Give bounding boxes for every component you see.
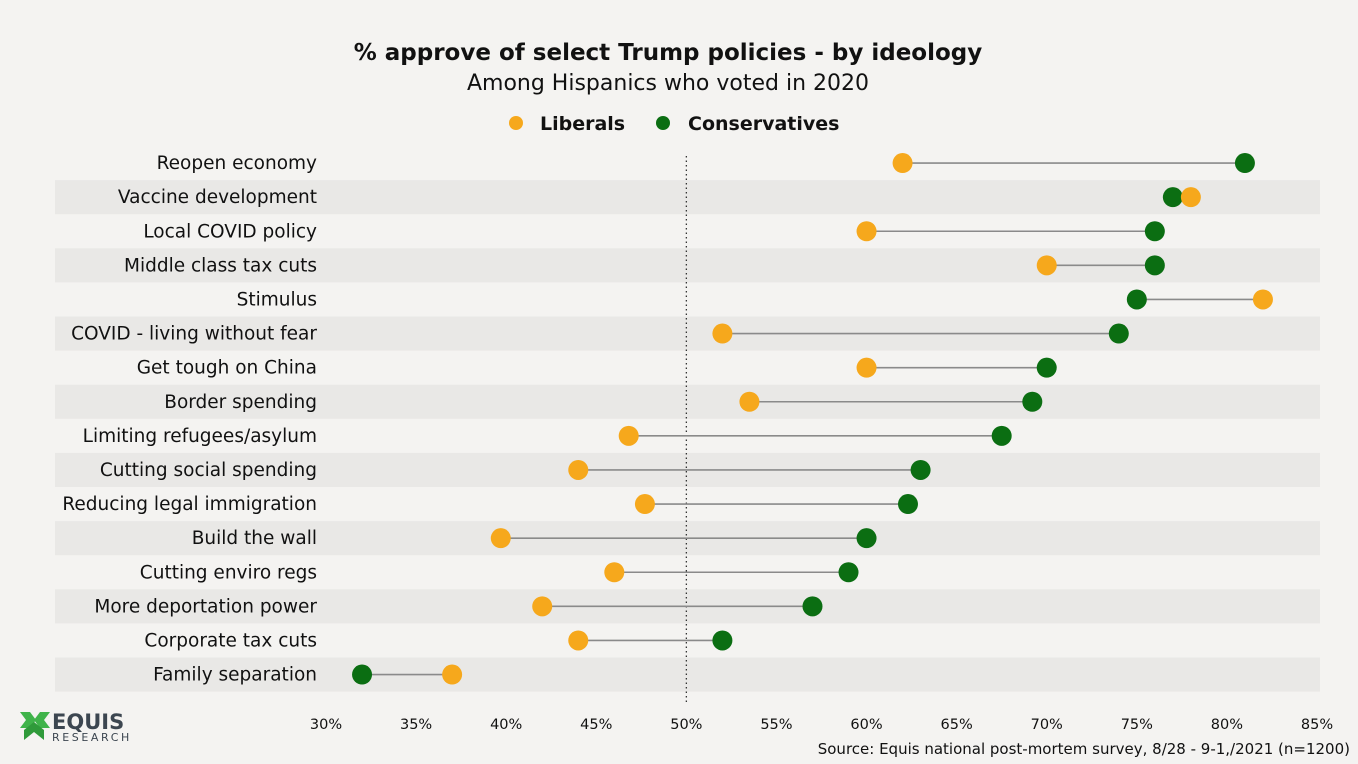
conservatives-point bbox=[897, 494, 918, 515]
liberals-point bbox=[1036, 255, 1057, 276]
conservatives-point bbox=[1144, 221, 1165, 242]
x-tick-label: 50% bbox=[670, 717, 702, 733]
category-label: COVID - living without fear bbox=[71, 324, 317, 345]
source-note: Source: Equis national post-mortem surve… bbox=[818, 740, 1350, 758]
category-label: Cutting social spending bbox=[100, 460, 317, 481]
category-label: Reopen economy bbox=[157, 153, 317, 174]
liberals-point bbox=[1252, 289, 1273, 310]
category-label: Middle class tax cuts bbox=[124, 255, 317, 276]
x-tick-label: 75% bbox=[1121, 717, 1153, 733]
liberals-point bbox=[712, 323, 733, 344]
liberals-point bbox=[442, 664, 463, 685]
category-label: Limiting refugees/asylum bbox=[83, 426, 317, 447]
conservatives-point bbox=[1022, 391, 1043, 412]
x-tick-label: 30% bbox=[310, 717, 342, 733]
chart-subtitle: Among Hispanics who voted in 2020 bbox=[467, 71, 869, 96]
legend-conservatives-label: Conservatives bbox=[688, 113, 839, 135]
legend-conservatives-marker bbox=[656, 116, 670, 130]
conservatives-point bbox=[1234, 153, 1255, 174]
row-stripe bbox=[55, 384, 1320, 419]
conservatives-point bbox=[802, 596, 823, 617]
logo-subtitle: RESEARCH bbox=[52, 731, 132, 744]
category-label: Vaccine development bbox=[118, 187, 317, 208]
liberals-point bbox=[856, 221, 877, 242]
category-label: Border spending bbox=[164, 392, 317, 413]
conservatives-point bbox=[910, 459, 931, 480]
conservatives-point bbox=[1036, 357, 1057, 378]
category-label: Cutting enviro regs bbox=[140, 562, 317, 583]
liberals-point bbox=[568, 459, 589, 480]
chart-title: % approve of select Trump policies - by … bbox=[354, 40, 983, 66]
liberals-point bbox=[892, 153, 913, 174]
conservatives-point bbox=[1144, 255, 1165, 276]
conservatives-point bbox=[712, 630, 733, 651]
category-label: Build the wall bbox=[192, 528, 317, 549]
x-tick-label: 35% bbox=[400, 717, 432, 733]
liberals-point bbox=[634, 494, 655, 515]
conservatives-point bbox=[1126, 289, 1147, 310]
x-tick-label: 60% bbox=[850, 717, 882, 733]
row-stripe bbox=[55, 180, 1320, 215]
x-tick-label: 55% bbox=[760, 717, 792, 733]
category-labels: Reopen economy Vaccine development Local C… bbox=[62, 153, 317, 686]
x-tick-label: 70% bbox=[1031, 717, 1063, 733]
liberals-point bbox=[739, 391, 760, 412]
x-tick-label: 80% bbox=[1211, 717, 1243, 733]
category-label: Reducing legal immigration bbox=[62, 494, 317, 515]
x-tick-label: 85% bbox=[1301, 717, 1333, 733]
liberals-point bbox=[568, 630, 589, 651]
conservatives-point bbox=[991, 425, 1012, 446]
conservatives-point bbox=[856, 528, 877, 549]
liberals-point bbox=[490, 528, 511, 549]
data-marks bbox=[352, 153, 1273, 685]
liberals-point bbox=[618, 425, 639, 446]
conservatives-point bbox=[1108, 323, 1129, 344]
liberals-point bbox=[1180, 187, 1201, 208]
row-stripe bbox=[55, 657, 1320, 692]
legend: Liberals Conservatives bbox=[509, 113, 839, 135]
legend-liberals-marker bbox=[509, 116, 523, 130]
conservatives-point bbox=[1162, 187, 1183, 208]
category-label: Corporate tax cuts bbox=[144, 630, 317, 651]
liberals-point bbox=[856, 357, 877, 378]
category-label: Local COVID policy bbox=[143, 221, 317, 242]
x-tick-label: 45% bbox=[580, 717, 612, 733]
liberals-point bbox=[604, 562, 625, 583]
category-label: Family separation bbox=[153, 665, 317, 686]
equis-logo: EQUIS RESEARCH bbox=[20, 710, 132, 744]
category-label: Stimulus bbox=[237, 289, 317, 310]
conservatives-point bbox=[838, 562, 859, 583]
category-label: More deportation power bbox=[94, 596, 317, 617]
equis-x-icon bbox=[20, 712, 50, 740]
legend-liberals-label: Liberals bbox=[540, 113, 625, 135]
x-axis-ticks: 30% 35% 40% 45% 50% 55% 60% 65% 70% 75% 80% 85% bbox=[310, 717, 1333, 733]
x-tick-label: 65% bbox=[941, 717, 973, 733]
category-label: Get tough on China bbox=[137, 358, 317, 379]
x-tick-label: 40% bbox=[490, 717, 522, 733]
liberals-point bbox=[532, 596, 553, 617]
logo-name: EQUIS bbox=[52, 710, 124, 734]
conservatives-point bbox=[352, 664, 373, 685]
